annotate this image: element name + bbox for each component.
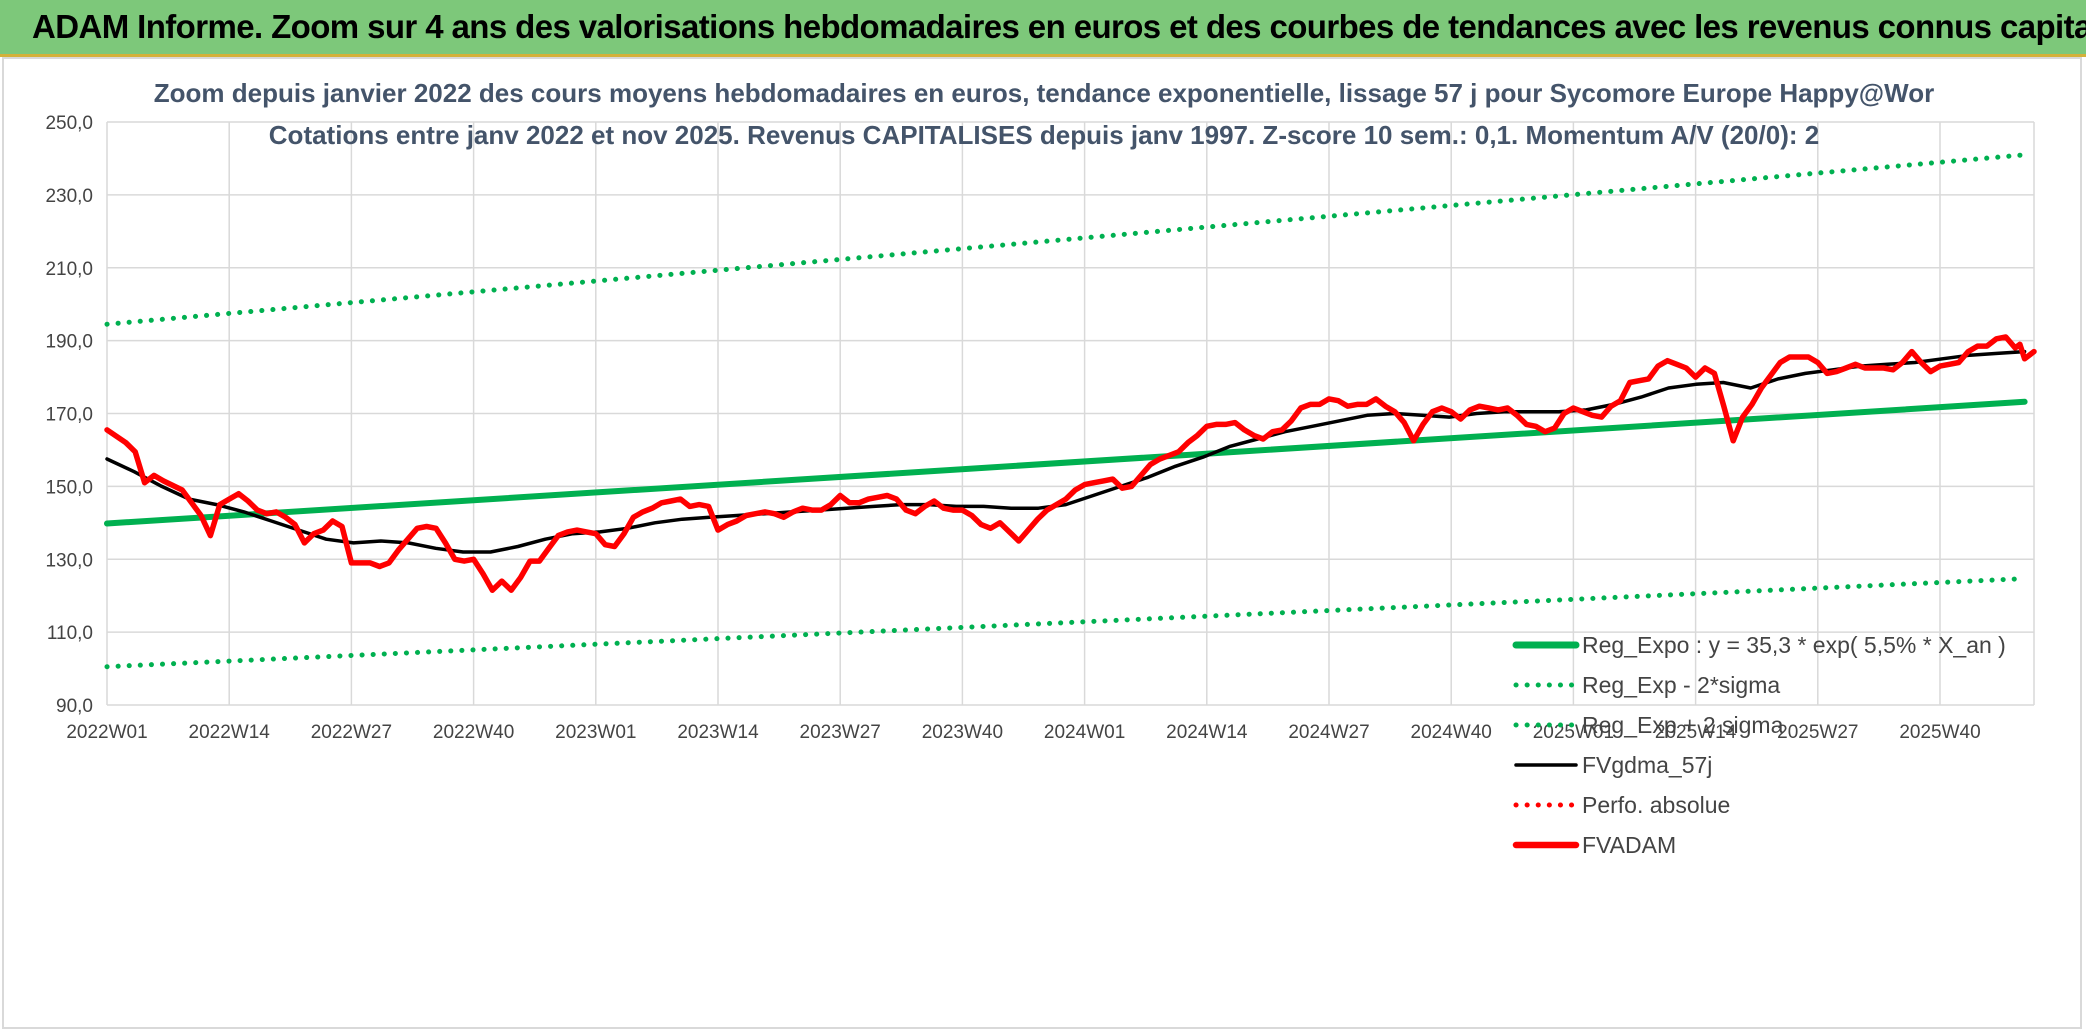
x-tick-label: 2022W14 [189,722,271,743]
y-tick-label: 130,0 [45,550,93,571]
chart-subtitle: Cotations entre janv 2022 et nov 2025. R… [269,120,1819,150]
x-tick-label: 2024W14 [1166,722,1248,743]
report-banner: ADAM Informe. Zoom sur 4 ans des valoris… [0,0,2086,57]
legend-label: Perfo. absolue [1582,792,1730,818]
x-tick-label: 2022W01 [66,722,147,743]
series-layer [104,152,2037,670]
series-line-3 [105,349,2027,554]
x-tick-label: 2023W40 [922,722,1003,743]
banner-title: ADAM Informe. Zoom sur 4 ans des valoris… [32,8,2086,45]
x-axis: 2022W01 2022W14 2022W27 2022W40 2023W01 2023W… [66,722,1980,743]
chart-title: Zoom depuis janvier 2022 des cours moyen… [154,78,1934,108]
y-tick-label: 190,0 [45,332,93,353]
x-tick-label: 2025W27 [1777,722,1858,743]
legend-label: FVgdma_57j [1582,752,1712,778]
y-tick-label: 230,0 [45,186,93,207]
series-line-1 [104,576,2028,670]
y-tick-label: 210,0 [45,259,93,280]
x-tick-label: 2025W40 [1899,722,1980,743]
y-tick-label: 250,0 [45,113,93,134]
x-tick-label: 2022W27 [311,722,392,743]
x-tick-label: 2024W40 [1411,722,1492,743]
x-tick-label: 2024W01 [1044,722,1125,743]
y-tick-label: 150,0 [45,477,93,498]
legend-label: FVADAM [1582,832,1676,858]
x-tick-label: 2023W27 [800,722,881,743]
x-tick-label: 2023W14 [677,722,759,743]
x-tick-label: 2025W14 [1655,722,1737,743]
line-chart: Zoom depuis janvier 2022 des cours moyen… [45,78,2037,858]
x-tick-label: 2025W01 [1533,722,1614,743]
legend-label: Reg_Exp - 2*sigma [1582,672,1780,698]
y-tick-label: 110,0 [47,623,93,644]
series-line-0 [104,398,2028,527]
series-line-2 [104,152,2028,327]
legend-label: Reg_Exp + 2 sigma [1582,712,1784,738]
chart-grid [106,121,2035,706]
x-tick-label: 2023W01 [555,722,636,743]
x-tick-label: 2022W40 [433,722,514,743]
series-line-5 [104,334,2037,593]
x-tick-label: 2024W27 [1288,722,1369,743]
legend: Reg_Expo : y = 35,3 * exp( 5,5% * X_an )… [1512,632,2006,858]
chart-frame: Zoom depuis janvier 2022 des cours moyen… [2,57,2082,1029]
y-tick-label: 90,0 [56,696,93,717]
legend-label: Reg_Expo : y = 35,3 * exp( 5,5% * X_an ) [1582,632,2006,658]
y-axis: 90,0 110,0 130,0 150,0 170,0 190,0 210,0 230,0 2… [45,113,93,717]
y-tick-label: 170,0 [45,405,93,426]
